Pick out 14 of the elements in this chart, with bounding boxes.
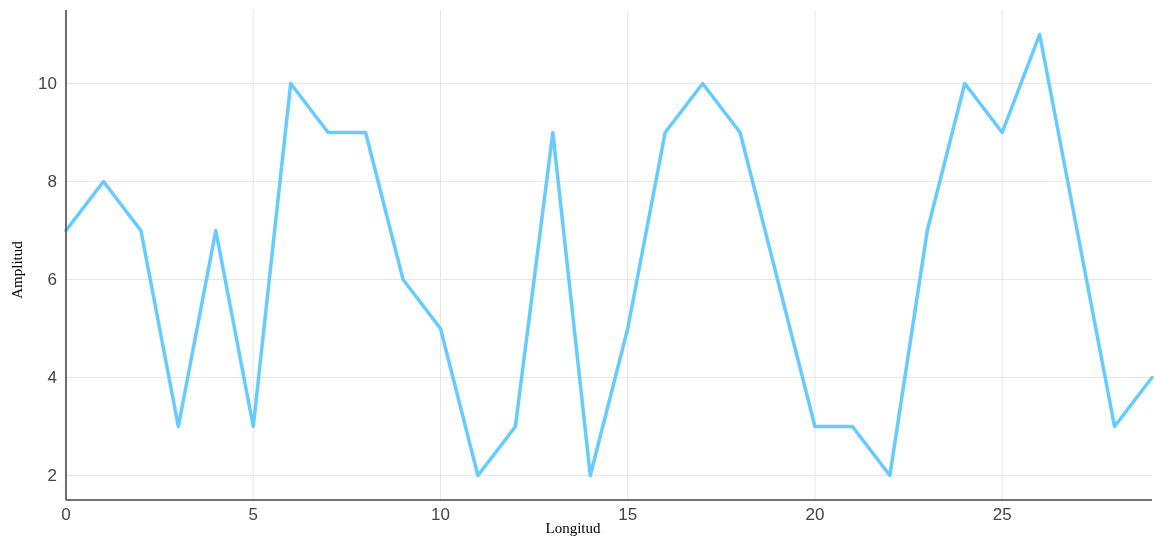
x-tick-label: 10 xyxy=(431,505,450,524)
line-series xyxy=(64,32,1154,478)
x-tick-label: 0 xyxy=(61,505,71,524)
x-tick-label: 25 xyxy=(992,505,1012,524)
x-tick-label: 15 xyxy=(618,505,638,524)
y-tick-label: 2 xyxy=(47,466,57,486)
y-tick-label: 10 xyxy=(38,74,57,94)
y-axis-title: Amplitud xyxy=(9,240,25,299)
y-tick-label: 6 xyxy=(47,270,57,290)
y-tick-label: 8 xyxy=(47,172,57,192)
x-tick-label: 20 xyxy=(805,505,825,524)
x-tick-label: 5 xyxy=(248,505,258,524)
y-tick-label: 4 xyxy=(47,368,57,388)
x-axis-title: Longitud xyxy=(545,520,601,536)
